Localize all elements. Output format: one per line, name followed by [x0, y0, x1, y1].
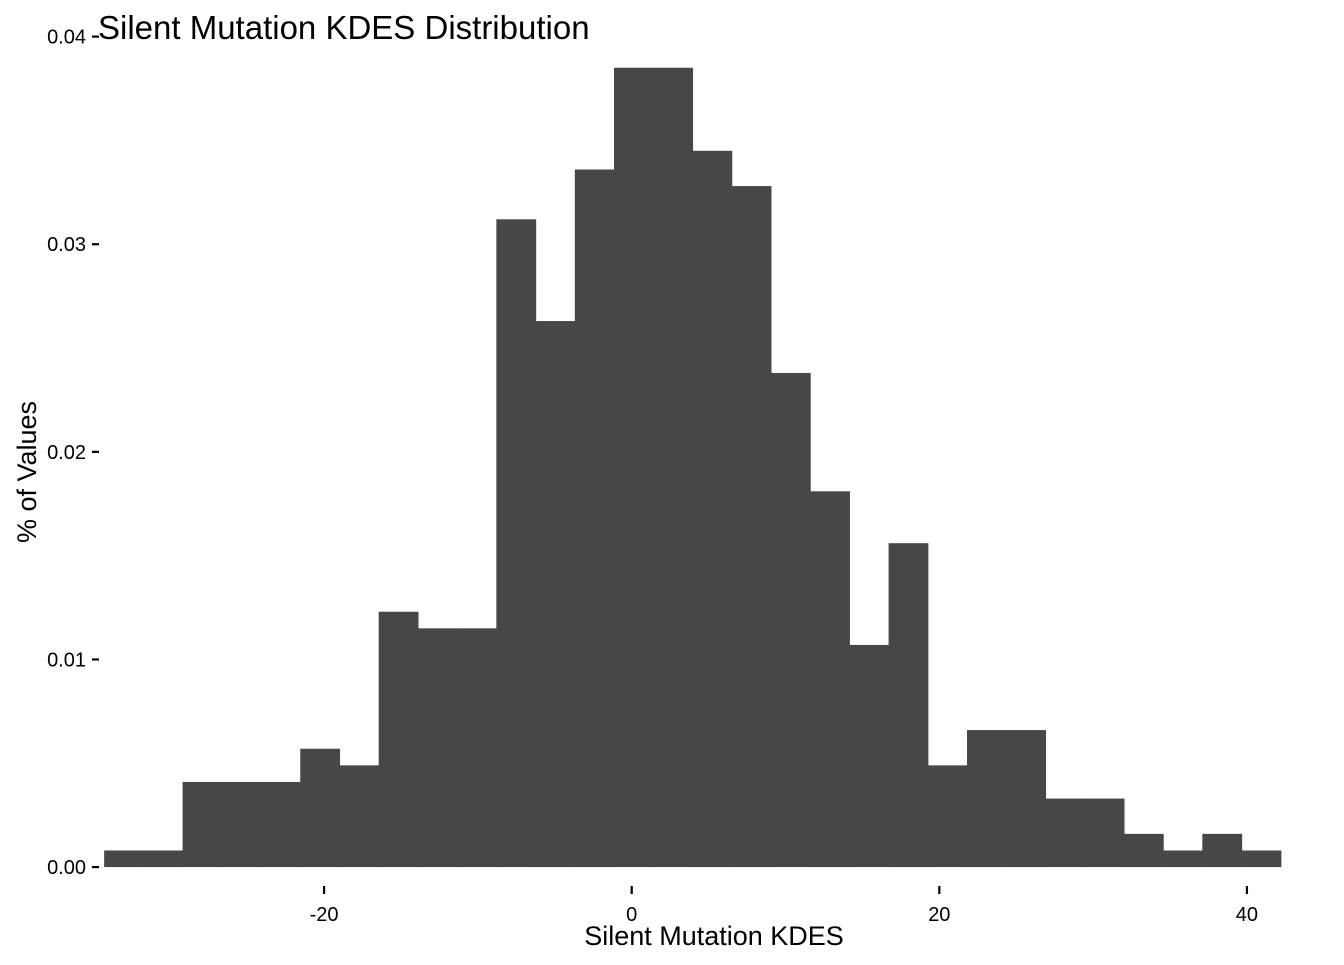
y-tick-label: 0.00 [47, 857, 86, 879]
histogram-bar [1163, 850, 1203, 868]
y-axis-title: % of Values [12, 401, 42, 543]
histogram-bar [339, 765, 380, 868]
x-tick-label: -20 [310, 904, 339, 926]
histogram-bar [849, 644, 890, 868]
x-axis: -20 0 20 40 [310, 886, 1258, 926]
histogram-bar [182, 781, 223, 868]
histogram-bar [417, 628, 458, 868]
histogram-bar [770, 372, 811, 868]
histogram-bar [653, 67, 694, 868]
histogram-bar [1084, 798, 1125, 868]
histogram-bar [300, 748, 341, 868]
histogram-bar [143, 850, 184, 868]
histogram-bar [731, 186, 772, 868]
histogram-bar [1202, 833, 1243, 868]
histogram-bar [221, 781, 262, 868]
histogram-bar [1123, 833, 1164, 868]
x-tick-label: 40 [1236, 904, 1258, 926]
histogram-bar [1045, 798, 1086, 868]
histogram-bar [888, 543, 929, 868]
histogram-bar [967, 730, 1007, 868]
y-tick-label: 0.01 [47, 649, 86, 671]
histogram-bar [574, 169, 615, 868]
histogram-bar [614, 67, 654, 868]
bars-group [104, 67, 1282, 868]
histogram-bar [535, 321, 576, 868]
x-tick-label: 0 [626, 904, 637, 926]
x-axis-title: Silent Mutation KDES [584, 921, 844, 951]
histogram-bar [810, 491, 850, 868]
histogram-bar [378, 611, 419, 868]
chart-title: Silent Mutation KDES Distribution [98, 9, 590, 46]
y-tick-label: 0.04 [47, 27, 86, 49]
y-tick-label: 0.02 [47, 442, 86, 464]
histogram-bar [261, 781, 301, 868]
y-axis: 0.00 0.01 0.02 0.03 0.04 [47, 27, 99, 879]
histogram-bar [496, 219, 537, 868]
histogram-bar [927, 765, 968, 868]
histogram-bar [1241, 850, 1282, 868]
histogram-bar [1006, 730, 1047, 868]
x-tick-label: 20 [928, 904, 950, 926]
histogram-bar [104, 850, 144, 868]
y-tick-label: 0.03 [47, 234, 86, 256]
histogram-bar [457, 628, 497, 868]
histogram-bar [692, 150, 733, 868]
